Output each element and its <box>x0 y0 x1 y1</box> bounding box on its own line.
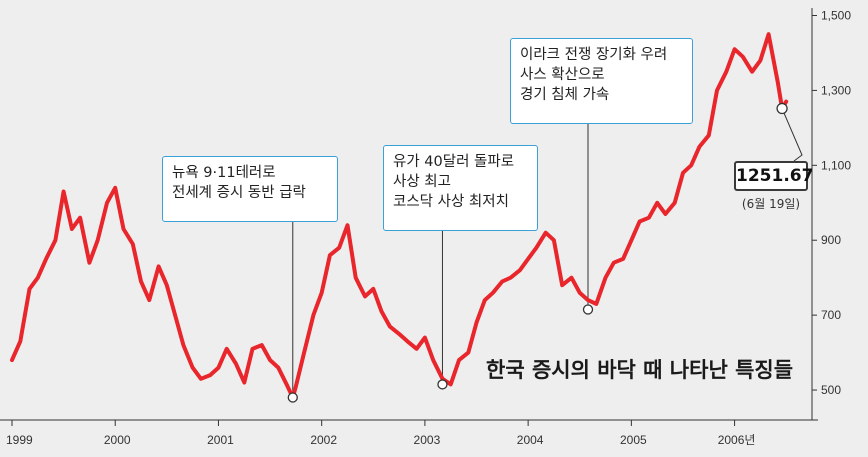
annotation-marker-1 <box>437 379 448 390</box>
callout-iraq: 이라크 전쟁 장기화 우려 사스 확산으로 경기 침체 가속 <box>510 38 693 124</box>
current-value-date: (6월 19일) <box>741 197 801 211</box>
series-line <box>10 32 789 400</box>
x-tick-label-0: 1999 <box>6 433 33 447</box>
y-tick-label-1: 700 <box>821 308 841 322</box>
y-tick-label-2: 900 <box>821 233 841 247</box>
x-tick-label-4: 2003 <box>414 433 441 447</box>
callout-oil: 유가 40달러 돌파로 사상 최고 코스닥 사상 최저치 <box>383 145 538 231</box>
callout-iraq-line-3: 경기 침체 가속 <box>520 87 610 103</box>
callout-leader-lines <box>292 108 803 394</box>
y-tick-label-0: 500 <box>821 383 841 397</box>
callout-iraq-line-1: 이라크 전쟁 장기화 우려 <box>520 47 668 63</box>
x-tick-label-2: 2001 <box>207 433 234 447</box>
x-tick-label-1: 2000 <box>104 433 131 447</box>
y-tick-label-4: 1,300 <box>821 83 851 97</box>
callout-911-line-1: 뉴욕 9·11테러로 <box>172 165 276 181</box>
callout-oil-line-2: 사상 최고 <box>393 174 451 190</box>
y-axis-ticks: 500 700 900 1,100 1,300 1,500 <box>812 8 851 397</box>
x-tick-label-7: 2006년 <box>718 433 756 447</box>
callout-911: 뉴욕 9·11테러로 전세계 증시 동반 급락 <box>162 156 338 222</box>
y-tick-label-3: 1,100 <box>821 158 851 172</box>
annotation-marker-2 <box>582 304 594 315</box>
callout-oil-line-3: 코스닥 사상 최저치 <box>393 194 509 210</box>
chart-annotation: 한국 증시의 바닥 때 나타난 특징들 <box>486 358 794 382</box>
x-tick-label-5: 2004 <box>517 433 544 447</box>
x-tick-label-6: 2005 <box>620 433 647 447</box>
annotation-marker-0 <box>287 392 298 403</box>
callout-iraq-line-2: 사스 확산으로 <box>520 67 605 83</box>
callout-911-line-2: 전세계 증시 동반 급락 <box>172 185 306 201</box>
current-value-marker <box>776 102 788 115</box>
current-value-label: 1251.67 <box>734 161 813 191</box>
y-tick-label-5: 1,500 <box>821 8 851 22</box>
current-value-leader <box>781 108 803 162</box>
annotation-markers <box>287 102 788 403</box>
x-axis-ticks: 1999 2000 2001 2002 2003 2004 2005 2006년 <box>6 420 755 447</box>
x-tick-label-3: 2002 <box>310 433 337 447</box>
callout-oil-line-1: 유가 40달러 돌파로 <box>393 154 515 170</box>
